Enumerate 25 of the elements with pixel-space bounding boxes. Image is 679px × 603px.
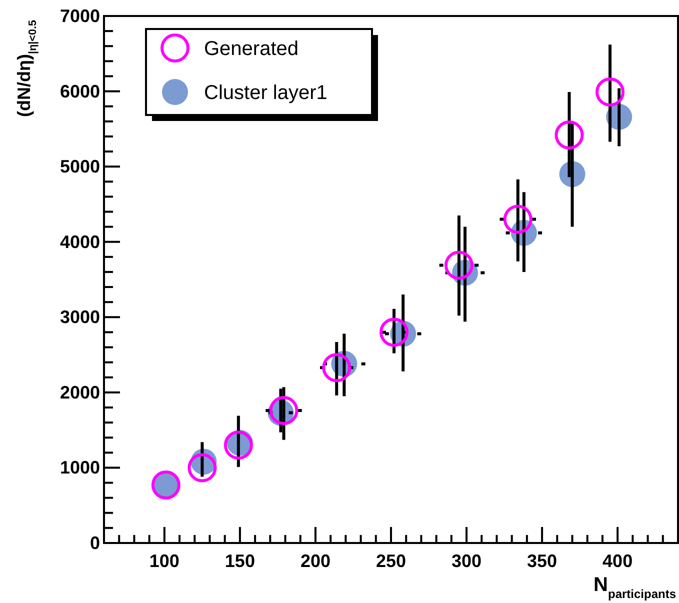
x-tick-label: 400 [602, 551, 633, 571]
legend-label: Cluster layer1 [204, 82, 328, 104]
y-tick-label: 3000 [60, 307, 100, 328]
legend-label: Generated [204, 38, 299, 60]
point [444, 250, 474, 280]
point [224, 430, 253, 460]
y-tick-label: 5000 [60, 156, 100, 177]
point [269, 396, 298, 425]
y-tick-label: 2000 [60, 382, 100, 402]
y-tick-label: 6000 [60, 81, 100, 102]
x-tick-label: 300 [452, 551, 482, 571]
y-tick-label: 0 [90, 533, 100, 553]
x-tick-label: 350 [527, 551, 558, 571]
x-tick-label: 150 [224, 551, 255, 571]
x-tick-label: 100 [149, 551, 180, 571]
point [503, 204, 532, 234]
x-tick-label: 250 [376, 551, 406, 571]
x-tick-label: 200 [300, 551, 330, 571]
point [188, 453, 217, 482]
y-tick-label: 4000 [60, 232, 100, 252]
x-axis-title: N$_{participants}$ [594, 574, 676, 601]
y-tick-label: 1000 [60, 458, 100, 478]
point [596, 78, 625, 107]
y-tick-label: 7000 [60, 6, 100, 26]
point [554, 120, 584, 150]
